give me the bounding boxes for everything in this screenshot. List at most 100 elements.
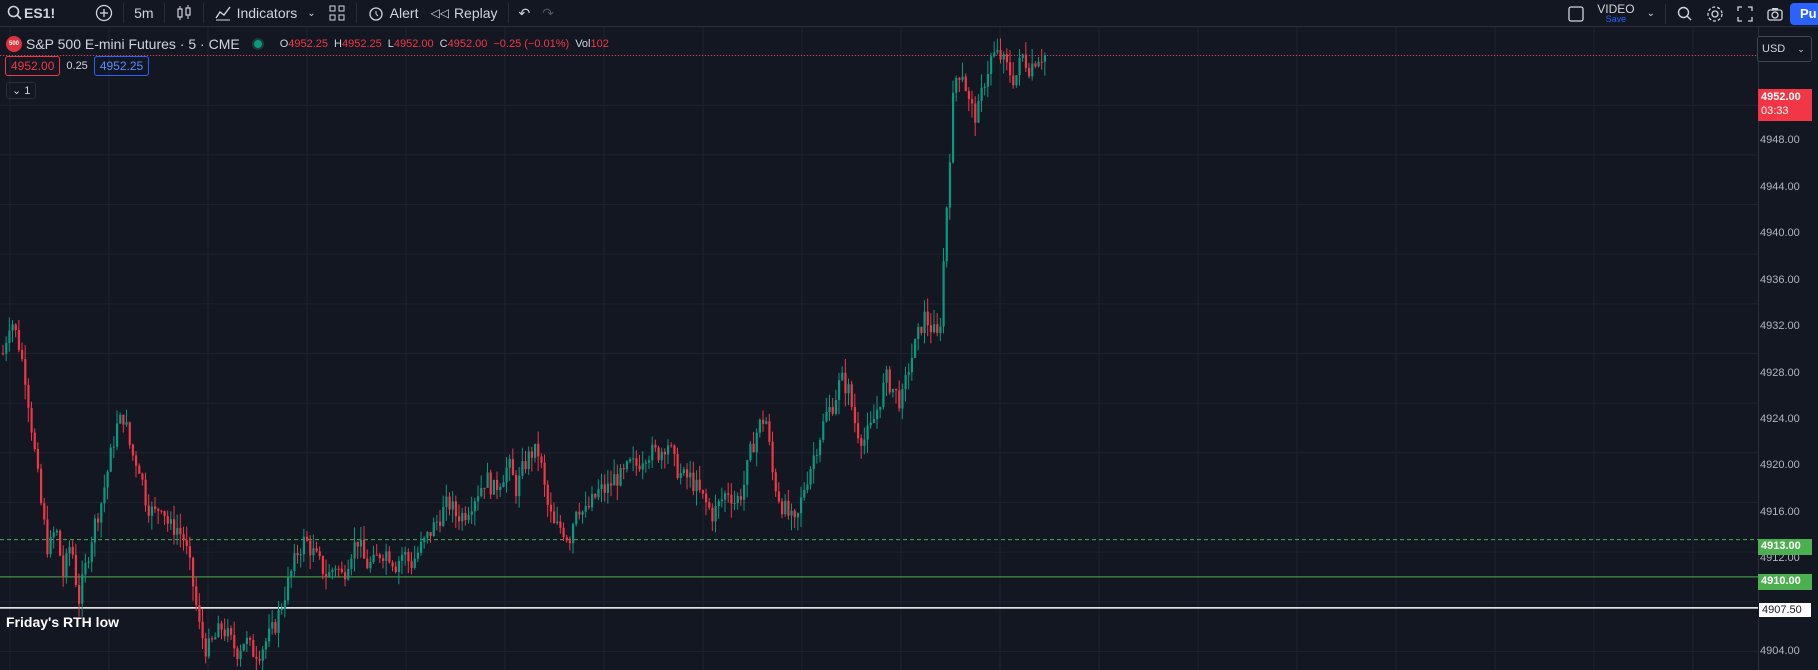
candle-down: [483, 487, 486, 489]
candle-up: [287, 577, 290, 601]
candle-down: [616, 474, 619, 486]
candle-up: [923, 311, 926, 333]
indicators-button[interactable]: Indicators ⌄: [208, 0, 322, 27]
candle-up: [948, 162, 952, 208]
candle-down: [515, 475, 518, 497]
candle-up: [632, 458, 635, 460]
candle-up: [416, 552, 420, 559]
candle-up: [239, 650, 242, 660]
candle-down: [21, 349, 24, 360]
close-value: 4952.00: [447, 38, 488, 50]
spread-value: 0.25: [66, 60, 88, 72]
candle-down: [1028, 67, 1031, 77]
candle-up: [499, 486, 502, 491]
price-axis[interactable]: [1758, 27, 1818, 670]
candle-up: [90, 542, 93, 562]
candle-down: [565, 537, 568, 541]
candle-up: [116, 423, 119, 447]
market-status-icon[interactable]: [251, 38, 264, 50]
fullscreen-button[interactable]: [1730, 0, 1760, 27]
divider: [123, 3, 125, 23]
candle-down: [2, 353, 5, 355]
symbol-legend: 500 S&P 500 E-mini Futures · 5 · CME O49…: [6, 36, 609, 52]
layouts-button[interactable]: [322, 0, 352, 27]
interval-button[interactable]: 5m: [134, 5, 154, 21]
rth-low-annotation[interactable]: Friday's RTH low: [6, 614, 120, 630]
price-chart[interactable]: [0, 27, 1758, 670]
publish-button[interactable]: Pu: [1790, 2, 1818, 25]
candle-up: [882, 382, 885, 407]
gear-icon: [1707, 5, 1723, 22]
divider: [1665, 3, 1666, 24]
indicators-icon: [214, 6, 231, 21]
candle-down: [888, 369, 891, 393]
replay-button[interactable]: ◁◁ Replay: [424, 0, 503, 27]
indicators-collapse-button[interactable]: ⌄ 1: [6, 82, 37, 99]
alert-button[interactable]: Alert: [361, 0, 425, 27]
redo-button[interactable]: ↷: [536, 0, 560, 27]
candle-up: [369, 561, 372, 569]
candle-down: [464, 513, 467, 520]
symbol-title[interactable]: S&P 500 E-mini Futures · 5 · CME: [26, 36, 240, 52]
grid-icon: [329, 5, 345, 21]
candle-down: [752, 443, 755, 453]
chevron-down-icon: ⌄: [12, 85, 22, 97]
candle-down: [936, 324, 939, 333]
level-tag-4907-5: 4907.50: [1758, 602, 1812, 618]
candle-up: [597, 489, 600, 498]
candle-up: [955, 77, 958, 93]
ohlc-values: O4952.25 H4952.25 L4952.00 C4952.00 −0.2…: [280, 38, 609, 50]
snapshot-button[interactable]: [1760, 0, 1790, 27]
candle-down: [787, 500, 790, 516]
buy-price-button[interactable]: 4952.25: [93, 56, 150, 76]
candle-down: [530, 451, 534, 458]
candle-down: [568, 540, 572, 544]
currency-select[interactable]: USD ⌄: [1757, 36, 1812, 62]
candle-down: [204, 638, 207, 657]
candle-up: [119, 414, 122, 424]
candle-up: [952, 92, 955, 163]
fullscreen-square-button[interactable]: [1561, 0, 1591, 27]
candle-down: [439, 521, 442, 526]
candle-down: [182, 534, 185, 541]
candle-up: [584, 505, 587, 512]
candle-down: [958, 77, 961, 80]
quick-search-button[interactable]: [1670, 0, 1700, 27]
chevron-down-icon[interactable]: ⌄: [307, 7, 316, 19]
candle-up: [746, 460, 749, 485]
candle-up: [885, 369, 888, 383]
candle-up: [359, 539, 363, 547]
rewind-icon: ◁◁: [430, 6, 449, 20]
sell-price-button[interactable]: 4952.00: [5, 56, 61, 76]
candle-up: [689, 472, 692, 478]
low-value: 4952.00: [393, 38, 434, 50]
chart-type-button[interactable]: [169, 0, 199, 27]
video-button[interactable]: VIDEO Save: [1597, 3, 1634, 24]
candle-up: [109, 447, 112, 472]
candle-up: [492, 479, 496, 495]
candle-up: [401, 554, 404, 561]
candle-down: [546, 484, 549, 505]
candle-down: [230, 628, 233, 635]
candle-down: [739, 496, 743, 500]
symbol-search[interactable]: ES1!: [0, 0, 61, 27]
video-dropdown[interactable]: ⌄: [1641, 0, 1661, 27]
candle-down: [410, 561, 413, 568]
settings-button[interactable]: [1700, 0, 1730, 27]
search-zoom-icon: [1677, 6, 1692, 20]
candle-up: [420, 541, 423, 553]
change-value: −0.25 (−0.01%): [493, 38, 570, 50]
candle-down: [144, 479, 147, 506]
candle-up: [945, 207, 948, 262]
candle-down: [74, 554, 78, 586]
candle-up: [606, 483, 610, 493]
indicators-label: Indicators: [236, 5, 298, 21]
candle-up: [901, 388, 904, 409]
compare-button[interactable]: [89, 0, 119, 27]
candle-up: [980, 87, 983, 101]
candle-down: [1034, 63, 1037, 67]
candle-up: [347, 568, 350, 580]
close-label: C: [439, 38, 448, 50]
candle-down: [201, 621, 204, 639]
undo-button[interactable]: ↶: [513, 0, 537, 27]
